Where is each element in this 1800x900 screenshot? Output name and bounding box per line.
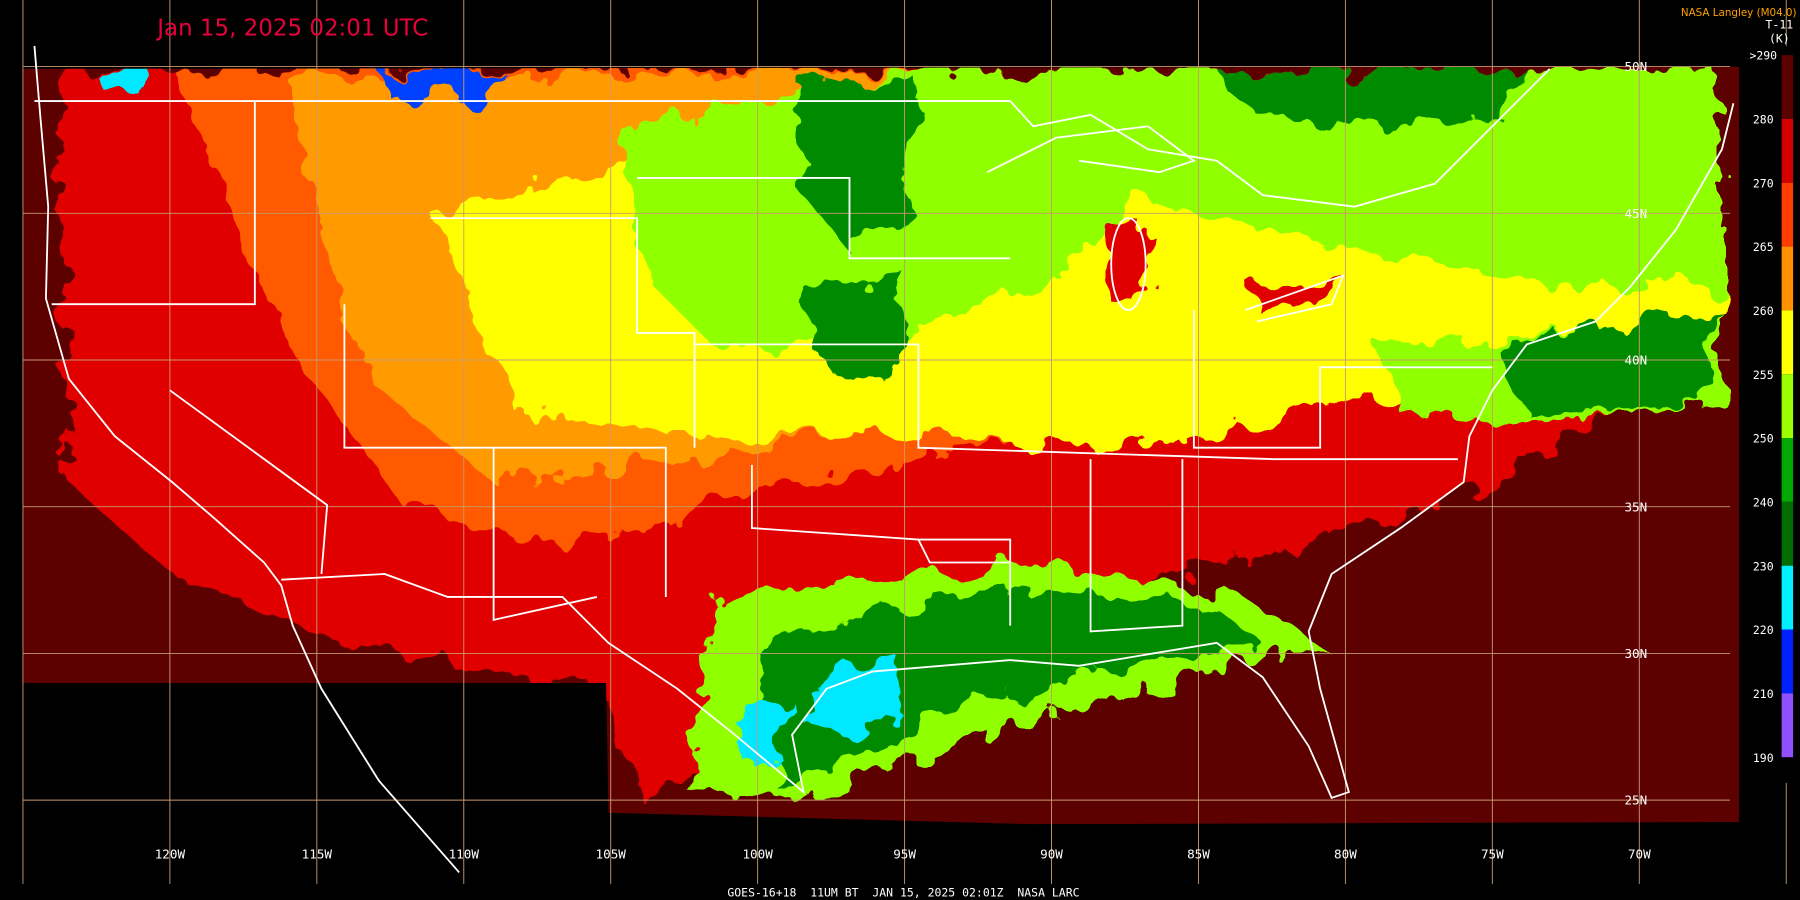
colorbar-label: 255 [1753,368,1774,382]
colorbar-label: 260 [1753,304,1774,318]
longitude-label: 85W [1187,847,1210,862]
longitude-label: 110W [449,847,480,862]
longitude-label: 80W [1334,847,1357,862]
colorbar-segment [1781,310,1794,375]
colorbar-label: 265 [1753,240,1774,254]
latitude-label: 50N [1624,59,1647,74]
colorbar-label: 270 [1753,176,1774,190]
latitude-label: 45N [1624,206,1647,221]
latitude-label: 40N [1624,353,1647,368]
longitude-label: 115W [302,847,333,862]
colorbar-segment [1781,629,1794,694]
colorbar-label: 230 [1753,559,1774,573]
longitude-label: 90W [1040,847,1063,862]
longitude-label: 75W [1481,847,1504,862]
longitude-label: 105W [596,847,627,862]
colorbar: >290 280 270 265 260 255 250 240 230 220 210 190 [1749,49,1794,765]
boundaries [33,45,1735,874]
colorbar-segment [1781,118,1794,183]
colorbar-segment [1781,693,1794,758]
longitude-label: 120W [155,847,186,862]
latitude-label: 25N [1624,793,1647,808]
longitude-label: 100W [742,847,773,862]
footer: GOES-16+18 11UM BT JAN 15, 2025 02:01Z N… [727,886,1079,900]
longitude-label: 95W [893,847,916,862]
credit: NASA Langley (M04.0) [1681,7,1797,19]
colorbar-segment [1781,182,1794,247]
colorbar-label: >290 [1749,49,1777,63]
colorbar-segment [1781,565,1794,630]
latitude-label: 30N [1624,646,1647,661]
channel: T-11 [1766,18,1794,32]
colorbar-label: 210 [1753,687,1774,701]
timestamp-title: Jan 15, 2025 02:01 UTC [155,16,428,42]
colorbar-label: 280 [1753,113,1774,127]
colorbar-label: 220 [1753,623,1774,637]
colorbar-segment [1781,501,1794,566]
colorbar-segment [1781,374,1794,439]
colorbar-label: 250 [1753,432,1774,446]
colorbar-label: 240 [1753,495,1774,509]
latitude-label: 35N [1624,499,1647,514]
colorbar-segment [1781,438,1794,502]
longitude-label: 70W [1628,847,1651,862]
colorbar-label: 190 [1753,751,1774,765]
colorbar-segment [1781,246,1794,311]
colorbar-segment [1781,55,1794,119]
unit: (K) [1769,31,1790,45]
